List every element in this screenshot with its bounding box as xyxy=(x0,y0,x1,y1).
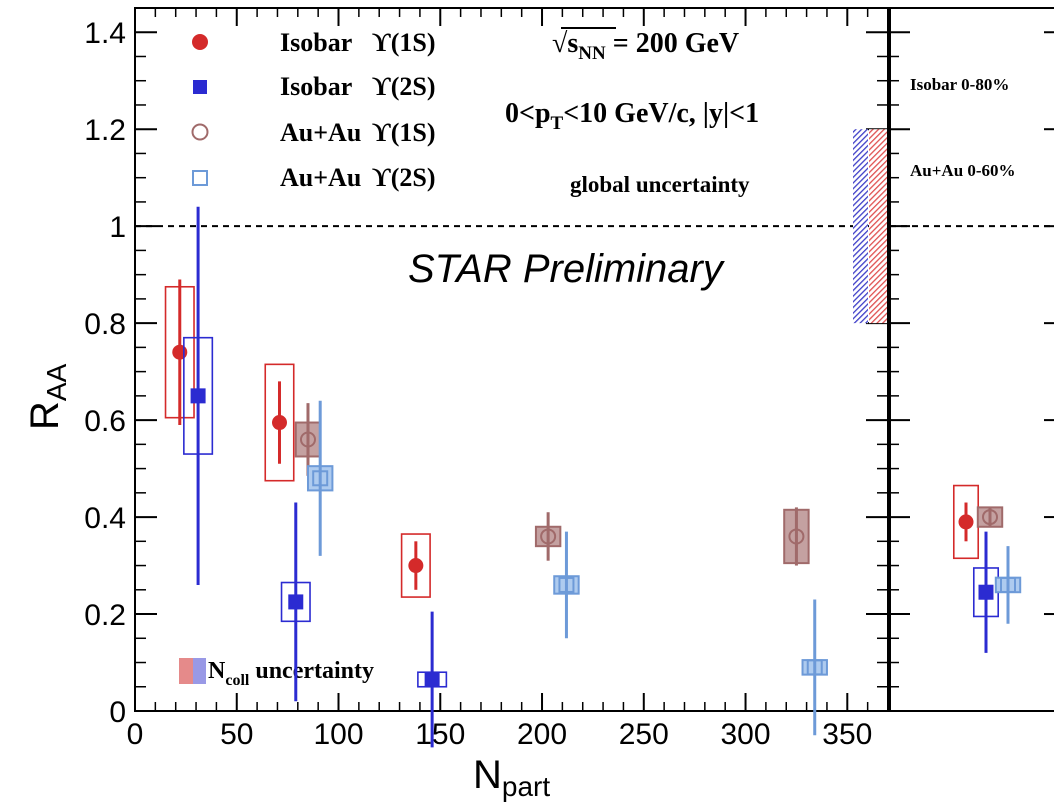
legend-label-auau-2s: Au+Au ϒ(2S) xyxy=(280,163,436,192)
auau-1s-point-2 xyxy=(783,507,810,566)
isobar-1s-point-1 xyxy=(264,363,295,482)
isobar-2s-marker xyxy=(288,594,304,610)
auau-2s-point-0 xyxy=(306,400,334,556)
isobar-2s-point-2 xyxy=(417,611,448,748)
data-points xyxy=(164,206,828,748)
x-tick-label: 200 xyxy=(517,718,567,751)
auau-1s-marker xyxy=(540,528,557,545)
kinematics-annotation: 0<pT<10 GeV/c, |y|<1 xyxy=(505,98,759,134)
side-isobar-1s-marker xyxy=(958,514,974,530)
auau-1s-marker xyxy=(788,528,805,545)
x-tick-label: 0 xyxy=(127,718,144,751)
isobar-2s-marker xyxy=(424,671,440,687)
isobar-1s-sys-box xyxy=(400,533,431,598)
legend: Isobar ϒ(1S) Isobar ϒ(2S) Au+Au ϒ(1S) Au+Au… xyxy=(191,28,436,192)
auau-2s-marker xyxy=(312,470,329,487)
y-axis-title: RAA xyxy=(23,363,72,430)
star-preliminary-label: STAR Preliminary xyxy=(408,247,726,291)
y-tick-label: 0.8 xyxy=(84,308,126,341)
legend-marker-isobar-1s xyxy=(192,34,208,50)
auau-2s-point-2 xyxy=(801,599,828,736)
isobar-2s-point-0 xyxy=(183,206,214,585)
legend-label-isobar-2s: Isobar ϒ(2S) xyxy=(280,72,436,101)
x-tick-label: 250 xyxy=(619,718,669,751)
auau-2s-point-1 xyxy=(553,531,580,639)
side-isobar-2s-marker xyxy=(978,584,994,600)
isobar-1s-point-2 xyxy=(400,533,431,598)
y-tick-label: 0.2 xyxy=(84,599,126,632)
legend-label-isobar-1s: Isobar ϒ(1S) xyxy=(280,28,436,57)
ncoll-uncertainty-label: Ncoll uncertainty xyxy=(208,658,374,689)
y-tick-label: 1 xyxy=(109,211,126,244)
side-label-isobar: Isobar 0-80% xyxy=(910,75,1009,94)
auau-1s-point-1 xyxy=(534,512,562,561)
side-panel-ticks xyxy=(890,31,1054,712)
y-tick-label: 0.6 xyxy=(84,405,126,438)
x-tick-label: 350 xyxy=(822,718,872,751)
global-uncertainty-auau-band xyxy=(869,129,887,324)
isobar-1s-marker xyxy=(408,558,424,574)
x-tick-label: 150 xyxy=(415,718,465,751)
x-axis-ticks: 0 50 100 150 200 250 300 350 xyxy=(127,8,872,751)
y-tick-label: 0.4 xyxy=(84,502,126,535)
side-panel-points xyxy=(952,484,1022,653)
auau-2s-marker xyxy=(806,659,823,676)
isobar-1s-sys-box xyxy=(264,363,295,482)
global-uncertainty-label: global uncertainty xyxy=(570,172,750,197)
ncoll-swatch-red xyxy=(179,658,193,684)
y-tick-label: 0 xyxy=(109,696,126,729)
auau-1s-point-0 xyxy=(294,403,322,476)
x-tick-label: 100 xyxy=(313,718,363,751)
y-tick-label: 1.4 xyxy=(84,17,126,50)
side-panel-frame xyxy=(889,7,1054,712)
isobar-1s-marker xyxy=(271,415,287,431)
y-tick-label: 1.2 xyxy=(84,114,126,147)
energy-annotation: √sNN = 200 GeV xyxy=(552,28,739,64)
legend-marker-auau-2s xyxy=(192,170,208,186)
auau-1s-marker xyxy=(299,431,316,448)
side-isobar-1s-point-0 xyxy=(952,484,980,560)
side-auau-1s-point-0 xyxy=(976,506,1004,528)
isobar-1s-point-0 xyxy=(164,279,195,425)
side-auau-2s-point-0 xyxy=(994,546,1022,624)
side-auau-1s-marker xyxy=(982,509,998,526)
ncoll-swatch-blue xyxy=(193,658,206,684)
side-isobar-2s-point-0 xyxy=(972,531,1000,653)
main-plot-frame xyxy=(134,7,889,712)
x-axis-title: Npart xyxy=(473,753,550,802)
isobar-2s-marker xyxy=(190,388,206,404)
isobar-2s-point-1 xyxy=(280,502,311,702)
global-uncertainty-isobar-band xyxy=(853,129,868,324)
y-axis-ticks: 0 0.2 0.4 0.6 0.8 1 1.2 1.4 xyxy=(84,17,888,729)
legend-label-auau-1s: Au+Au ϒ(1S) xyxy=(280,118,436,147)
legend-marker-isobar-2s xyxy=(193,80,207,94)
isobar-1s-marker xyxy=(172,344,188,360)
side-auau-2s-marker xyxy=(1000,576,1016,593)
x-tick-label: 300 xyxy=(721,718,771,751)
x-tick-label: 50 xyxy=(220,718,253,751)
legend-marker-auau-1s xyxy=(191,123,209,141)
auau-2s-marker xyxy=(558,576,575,593)
side-label-auau: Au+Au 0-60% xyxy=(910,161,1016,180)
